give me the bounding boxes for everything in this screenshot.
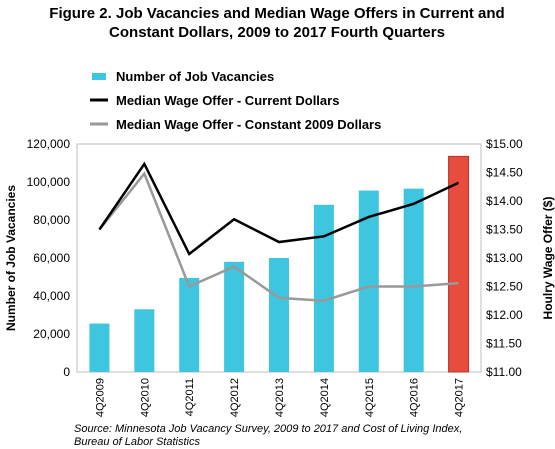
bar-4Q2016 <box>403 188 424 372</box>
line-current-dollars <box>98 161 460 256</box>
source-line1: Source: Minnesota Job Vacancy Survey, 20… <box>74 423 462 435</box>
y-tick-right: $15.00 <box>486 137 523 151</box>
x-tick-label: 4Q2010 <box>139 378 151 417</box>
legend-label-current: Median Wage Offer - Current Dollars <box>116 93 339 108</box>
legend-label-vacancies: Number of Job Vacancies <box>116 69 274 84</box>
y-tick-left: 60,000 <box>33 251 70 265</box>
bar-4Q2010 <box>134 309 155 372</box>
y-tick-right: $14.00 <box>486 194 523 208</box>
line-series <box>98 161 460 303</box>
y-tick-left: 0 <box>63 365 70 379</box>
x-tick-label: 4Q2013 <box>274 378 286 417</box>
bar-4Q2009 <box>89 323 110 372</box>
x-axis: 4Q2009 4Q2010 4Q2011 4Q2012 4Q2013 4Q2014 4Q20… <box>94 378 465 417</box>
chart-title-line1: Figure 2. Job Vacancies and Median Wage … <box>49 5 504 22</box>
bar-4Q2015 <box>358 190 379 372</box>
y-tick-right: $12.00 <box>486 308 523 322</box>
y-tick-left: 20,000 <box>33 327 70 341</box>
y-axis-right: $11.00 $11.50 $12.00 $12.50 $13.00 $13.50 $14.… <box>486 137 523 379</box>
y-tick-right: $12.50 <box>486 280 523 294</box>
source-line2: Bureau of Labor Statistics <box>74 436 200 448</box>
y-tick-left: 80,000 <box>33 213 70 227</box>
bar-4Q2013 <box>269 258 289 372</box>
chart-title-line2: Constant Dollars, 2009 to 2017 Fourth Qu… <box>109 24 445 41</box>
y-tick-right: $11.00 <box>486 365 522 379</box>
x-tick-label: 4Q2012 <box>229 378 241 417</box>
y-axis-left: 0 20,000 40,000 60,000 80,000 100,000 120,000 <box>27 137 71 379</box>
bar-4Q2011 <box>179 277 200 372</box>
x-tick-label: 4Q2009 <box>94 378 106 417</box>
bar-4Q2014 <box>313 204 334 372</box>
legend-label-constant: Median Wage Offer - Constant 2009 Dollar… <box>116 117 381 132</box>
y-tick-left: 120,000 <box>27 137 71 151</box>
y-axis-right-label: Houlry Wage Offer ($) <box>541 197 555 320</box>
legend: Number of Job Vacancies Median Wage Offe… <box>90 69 381 132</box>
x-tick-label: 4Q2017 <box>454 378 466 417</box>
legend-swatch-vacancies <box>92 73 106 80</box>
x-tick-label: 4Q2014 <box>319 378 331 417</box>
bar-4Q2017 <box>448 155 470 373</box>
y-tick-right: $13.50 <box>486 223 523 237</box>
x-tick-label: 4Q2011 <box>184 378 196 416</box>
line-constant-dollars <box>98 171 459 303</box>
x-tick-label: 4Q2015 <box>364 378 376 417</box>
y-tick-right: $13.00 <box>486 251 523 265</box>
y-tick-right: $14.50 <box>486 166 523 180</box>
bar-series <box>89 155 470 373</box>
bar-4Q2012 <box>224 261 245 372</box>
y-axis-left-label: Number of Job Vacancies <box>4 185 18 331</box>
y-tick-left: 100,000 <box>27 175 71 189</box>
y-tick-right: $11.50 <box>486 337 522 351</box>
y-tick-left: 40,000 <box>33 289 70 303</box>
x-tick-label: 4Q2016 <box>409 378 421 417</box>
